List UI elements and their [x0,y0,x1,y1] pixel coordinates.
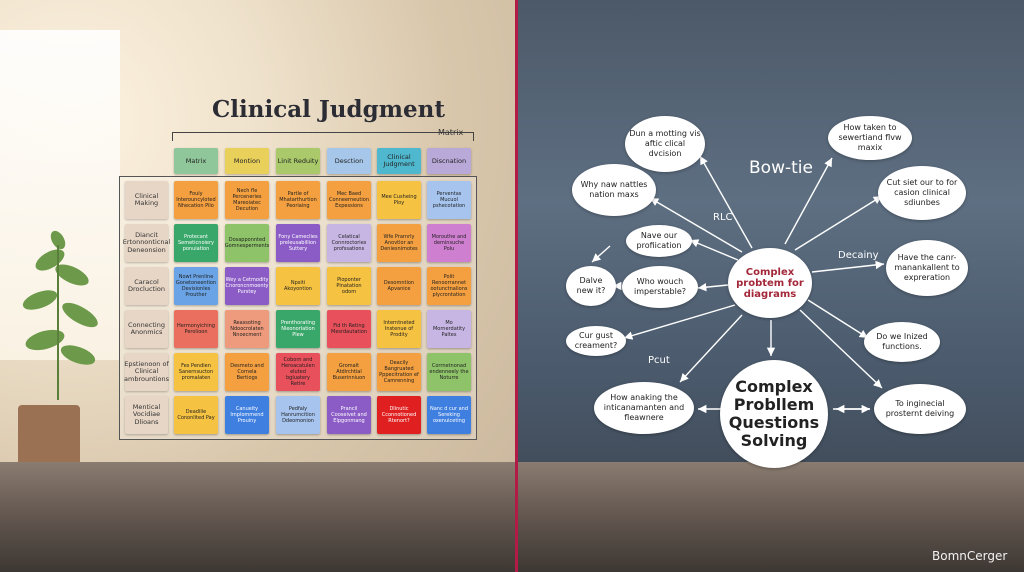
matrix-cell[interactable]: Protecant Semeticnoiery ponuiation [174,224,218,262]
node-right-upper[interactable]: Cut siet our to for casion clinical sdiu… [878,166,966,220]
window-light [0,30,120,360]
matrix-cell[interactable]: Polit Renoorrannet ootunctnalions plycro… [427,267,471,305]
matrix-column-header: Linit Reduity [276,148,320,174]
matrix-row-label: Mentical Vocidiae Dlioans [125,396,168,434]
arrow-to-top-right [784,157,833,245]
matrix-cell[interactable]: Partle of Mhatarthurtion Peoriaing [276,181,320,219]
matrix-cell[interactable]: Fid th Reting Mesrdautation [327,310,371,348]
matrix-cell[interactable]: Interntneted Instenue of Prodity [377,310,421,348]
matrix-cell[interactable]: Dlinutic Cconnotioned Rtenort? [377,396,421,434]
matrix-title: Clinical Judgment [212,96,445,123]
arrow-to-how-anaking [679,314,743,383]
arrow-to-top-center [699,155,753,249]
matrix-row-label: Diancit Ertonnonticnal Deneonsion [123,224,170,262]
matrix-tag: Matrix [438,128,464,137]
matrix-cell[interactable]: Perventas Mucuol pshecotation [427,181,471,219]
matrix-cell[interactable]: Deacily Bangruated Pppecitration ef Camr… [377,353,421,391]
matrix-bracket [172,132,474,141]
arrow-to-right-lower [807,299,869,339]
matrix-row-label: Connecting Anonmics [125,310,168,348]
node-cur-gust[interactable]: Cur gust creament? [566,326,626,356]
node-top-right[interactable]: How taken to sewertiand flvw maxix [828,116,912,160]
matrix-cell[interactable]: Canueity Implommend Prouiny [225,396,269,434]
matrix-cell[interactable]: Pioponter Pinatation odom [327,267,371,305]
matrix-cell[interactable]: Nanc d cur and Sereking oxenuiceting [427,396,471,434]
watermark: BomnCerger [932,549,1008,563]
node-who-wouch[interactable]: Who wouch imperstable? [622,266,698,308]
matrix-column-header: Discnation [427,148,471,174]
node-how-anaking[interactable]: How anaking the inticanamanten and fleaw… [594,382,694,434]
node-top-center[interactable]: Dun a motting vis aftic clical dvcision [625,116,705,172]
matrix-column-header: Clinical Judgment [377,148,421,174]
hub-node[interactable]: Complex probtem for diagrams [728,248,812,318]
matrix-cell[interactable]: Celatical Connroctories profssations [327,224,371,262]
node-bottom-right[interactable]: To inginecial prosternt deiving [874,384,966,434]
matrix-cell[interactable]: Mee Cusheing Ploy [377,181,421,219]
matrix-cell[interactable]: Npsiti Akoyontion [276,267,320,305]
matrix-row-label: Epstienoon of Clinical ambrountions [124,353,169,391]
matrix-cell[interactable]: Corrnetnonad endenneely the Noturre [427,353,471,391]
table-surface [0,462,1024,572]
matrix-cell[interactable]: Hermonyiching Perolioon [174,310,218,348]
arrow-to-top-left [649,197,743,253]
matrix-row-label: Caracol Drocluction [125,267,168,305]
arrow-profiication-to-dalve [591,245,611,263]
matrix-cell[interactable]: Nech fle Perceneries Mareoiatec Decution [225,181,269,219]
arrow-to-cur-gust [623,304,736,340]
label-rlc: RLC [713,212,733,223]
arrow-to-who-wouch [697,282,729,292]
arrow-to-right-mid [811,260,885,273]
matrix-cell[interactable]: Prancil Cooseivet and Elpgonmang [327,396,371,434]
matrix-cell[interactable]: Deadilie Cononlited Pay [174,396,218,434]
node-dalve[interactable]: Dalve new it? [566,266,616,306]
matrix-cell[interactable]: Nowt Prenline Gonetoneention Devisionles… [174,267,218,305]
matrix-column-header: Matrix [174,148,218,174]
label-bow-tie: Bow-tie [749,158,813,178]
node-right-mid[interactable]: Have the canr-manankallent to expreratio… [886,240,968,296]
matrix-cell[interactable]: Mec Baed Conneerneution Expessions [327,181,371,219]
matrix-cell[interactable]: Fony Cameclies preleusabillion Suttery [276,224,320,262]
node-top-left[interactable]: Why naw nattles nation maxs [572,164,656,216]
matrix-cell[interactable]: Wey a Cetmodity Cnoroncnmoenty Purstey [225,267,269,305]
node-profiication[interactable]: Nave our profiication [626,225,692,257]
matrix-cell[interactable]: Desmeto and Cornela Bertiogs [225,353,269,391]
panel-divider [515,0,518,572]
matrix-cell[interactable]: Prenthorating Nleonorlation Plew [276,310,320,348]
matrix-cell[interactable]: Wfe Prarnrly Anovtlor an Deniesnimotes [377,224,421,262]
arrow-to-bottom-right [799,309,883,389]
label-decainy: Decainy [838,250,879,261]
big-node[interactable]: Complex Probllem Questions Solving [720,360,828,468]
matrix-cell[interactable]: Dosapponnted Gomnesperments [225,224,269,262]
matrix-column-header: Montion [225,148,269,174]
node-right-lower[interactable]: Do we Inized functions. [864,322,940,362]
matrix-cell[interactable]: Fes Pendien Sanernsucton promalaten [174,353,218,391]
matrix-cell[interactable]: Pedfaly Hanrumcition Ddeomonion [276,396,320,434]
matrix-cell[interactable]: Fouly Interouncyloted Nhecation Pilo [174,181,218,219]
arrow-to-right-upper [794,195,883,251]
plant-illustration [22,230,98,400]
arrow-to-profiication [689,239,739,261]
matrix-column-header: Desction [327,148,371,174]
matrix-cell[interactable]: Desomntion Apvanice [377,267,421,305]
matrix-cell[interactable]: Gromalt Atdirchtial Buserinniuon [327,353,371,391]
matrix-row-label: Clinical Making [125,181,168,219]
matrix-cell[interactable]: Morouthe and deminsuche Polu [427,224,471,262]
matrix-cell[interactable]: Coborn and Heroacatulen eluted bgluatery… [276,353,320,391]
matrix-cell[interactable]: Reassoting Ndoocrolaten Nnoecment [225,310,269,348]
matrix-cell[interactable]: Mo Mornerdatity Paltes [427,310,471,348]
label-pcut: Pcut [648,355,670,366]
